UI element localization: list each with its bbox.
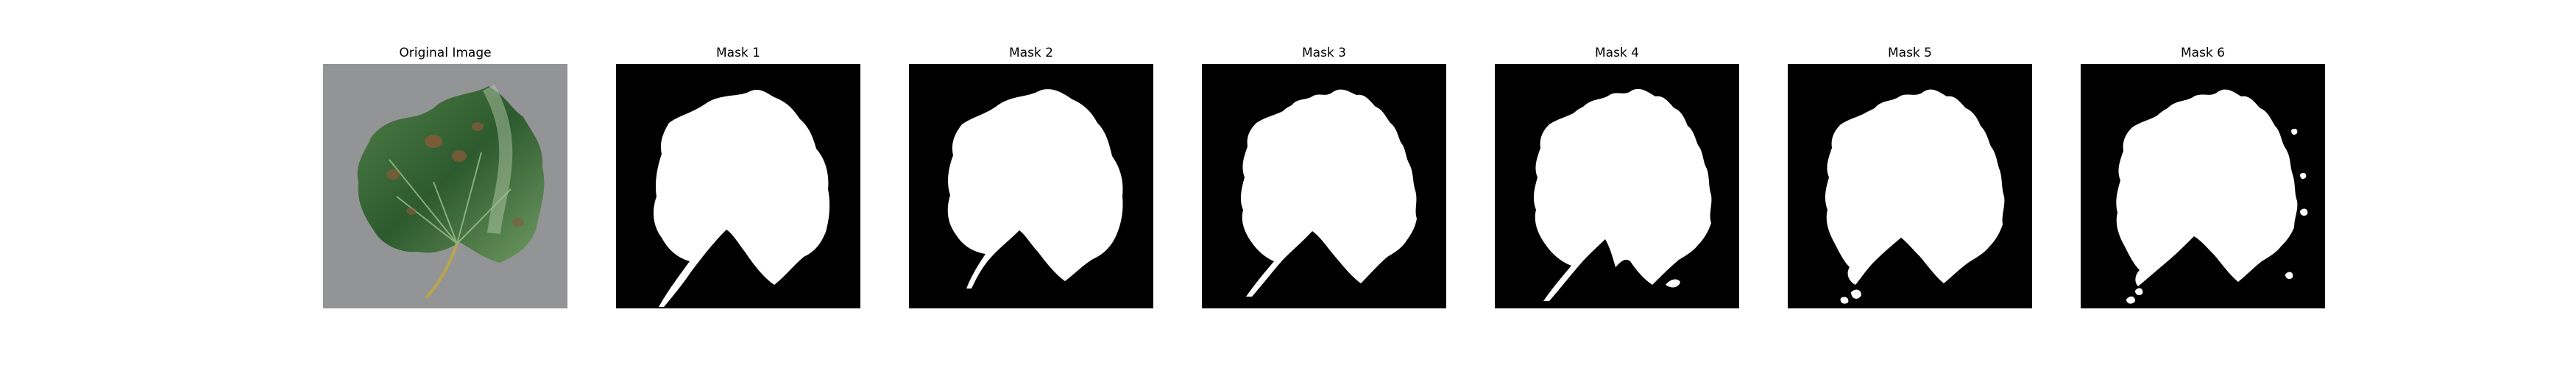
panel-title: Mask 3 (1301, 46, 1346, 60)
panel-mask-4: Mask 4 (1495, 44, 1739, 309)
leaf-mask (1788, 64, 2032, 308)
leaf-mask (909, 64, 1153, 308)
leaf-mask (2081, 64, 2325, 308)
leaf-mask (616, 64, 860, 308)
panel-title: Mask 5 (1887, 46, 1932, 60)
panel-title: Mask 6 (2180, 46, 2225, 60)
panel-mask-1: Mask 1 (616, 44, 860, 309)
panel-mask-5: Mask 5 (1788, 44, 2032, 309)
panel-mask-2: Mask 2 (909, 44, 1153, 309)
panel-original: Original Image (323, 44, 567, 309)
leaf-mask (1495, 64, 1739, 308)
panel-mask-3: Mask 3 (1202, 44, 1446, 309)
panel-title: Mask 2 (1008, 46, 1053, 60)
leaf-mask (1202, 64, 1446, 308)
panel-title: Mask 4 (1594, 46, 1639, 60)
leaf-shape (357, 86, 545, 263)
panel-title: Original Image (399, 46, 492, 60)
leaf-photo (323, 64, 567, 308)
panel-title: Mask 1 (715, 46, 760, 60)
panel-mask-6: Mask 6 (2081, 44, 2325, 309)
